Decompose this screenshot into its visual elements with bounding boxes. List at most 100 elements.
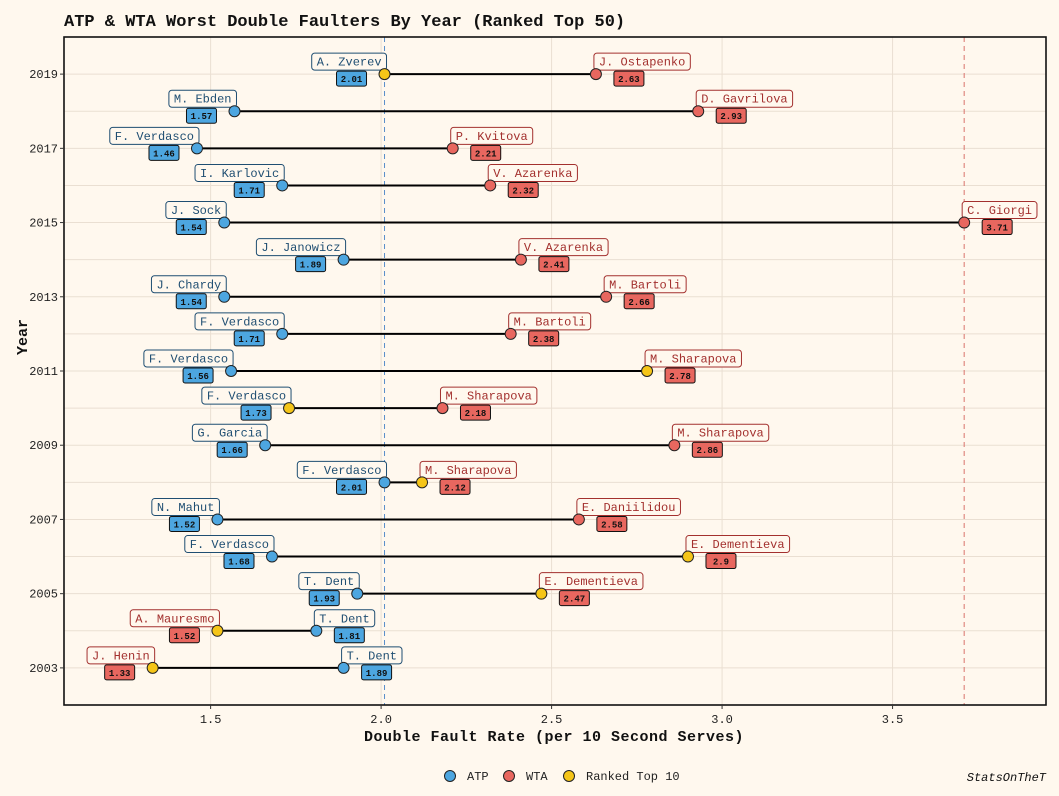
x-axis-label: Double Fault Rate (per 10 Second Serves)	[364, 729, 744, 746]
wta-point	[436, 402, 449, 415]
wta-value-box	[558, 590, 590, 607]
atp-name-box	[184, 535, 275, 554]
wta-value-label: 2.12	[444, 483, 466, 493]
wta-name-box	[487, 163, 578, 182]
atp-value-label: 1.54	[180, 224, 202, 234]
wta-point	[146, 661, 159, 674]
atp-value-label: 1.46	[153, 149, 175, 159]
atp-value-label: 1.73	[245, 409, 267, 419]
atp-name-label: J. Sock	[171, 204, 221, 218]
atp-value-label: 1.71	[238, 186, 260, 196]
wta-name-box	[671, 423, 770, 442]
x-tick-label: 1.5	[200, 713, 222, 727]
wta-name-box	[593, 52, 691, 71]
y-tick-label: 2015	[29, 217, 58, 231]
wta-name-label: E. Dementieva	[691, 538, 785, 552]
atp-value-box	[168, 515, 200, 532]
atp-value-box	[240, 404, 272, 421]
atp-name-label: F. Verdasco	[149, 353, 228, 367]
atp-name-label: T. Dent	[319, 612, 369, 626]
wta-value-label: 1.33	[109, 669, 131, 679]
atp-value-box	[233, 181, 265, 198]
atp-value-label: 1.52	[174, 520, 196, 530]
atp-name-box	[194, 163, 285, 182]
atp-value-box	[223, 553, 255, 570]
atp-value-label: 1.56	[187, 372, 209, 382]
wta-name-label: D. Gavrilova	[701, 93, 787, 107]
atp-value-label: 1.68	[228, 558, 250, 568]
legend-key	[563, 770, 575, 782]
wta-name-label: C. Giorgi	[967, 204, 1032, 218]
atp-value-box	[361, 664, 393, 681]
atp-point	[225, 365, 238, 377]
wta-value-label: 2.9	[713, 558, 729, 568]
atp-name-label: J. Chardy	[156, 278, 221, 292]
wta-value-box	[459, 404, 491, 421]
atp-name-box	[296, 460, 388, 479]
wta-name-box	[518, 238, 609, 257]
atp-name-label: G. Garcia	[197, 427, 262, 441]
atp-value-label: 1.93	[313, 595, 335, 605]
atp-value-label: 1.66	[221, 446, 243, 456]
chart-caption: StatsOnTheT	[967, 771, 1047, 785]
wta-value-box	[104, 664, 136, 681]
atp-value-label: 1.71	[238, 335, 260, 345]
wta-value-label: 2.66	[628, 298, 650, 308]
wta-value-box	[613, 70, 645, 87]
atp-value-box	[182, 367, 214, 384]
wta-value-label: 1.52	[174, 632, 196, 642]
wta-value-label: 2.47	[564, 595, 586, 605]
wta-point	[484, 179, 497, 192]
wta-value-box	[705, 553, 737, 570]
atp-point	[276, 327, 289, 340]
atp-name-box	[191, 423, 268, 442]
atp-name-label: I. Karlovic	[200, 167, 279, 181]
wta-name-box	[644, 349, 742, 368]
wta-value-label: 2.41	[543, 261, 565, 271]
atp-value-box	[216, 441, 248, 458]
atp-name-box	[311, 52, 388, 71]
atp-name-label: F. Verdasco	[302, 464, 381, 478]
wta-value-label: 2.21	[475, 149, 497, 159]
legend-label: WTA	[526, 770, 548, 784]
atp-name-box	[201, 386, 292, 405]
wta-value-box	[691, 441, 723, 458]
atp-value-box	[336, 478, 368, 495]
atp-value-box	[336, 70, 368, 87]
wta-name-box	[439, 386, 538, 405]
atp-value-label: 1.81	[339, 632, 361, 642]
wta-value-label: 2.32	[512, 186, 534, 196]
atp-point	[337, 253, 350, 266]
atp-name-box	[255, 238, 347, 257]
atp-point	[378, 68, 391, 81]
atp-name-label: F. Verdasco	[115, 130, 194, 144]
atp-point	[276, 179, 289, 192]
atp-value-label: 2.01	[341, 75, 363, 85]
atp-name-box	[143, 349, 234, 368]
atp-point	[351, 587, 364, 600]
atp-value-box	[308, 590, 340, 607]
atp-value-label: 1.89	[366, 669, 388, 679]
wta-name-box	[450, 126, 534, 145]
wta-point	[641, 365, 654, 377]
wta-name-label: M. Sharapova	[677, 427, 763, 441]
wta-name-label: M. Sharapova	[445, 390, 531, 404]
atp-point	[218, 290, 231, 303]
atp-point	[378, 476, 391, 489]
legend-label: ATP	[467, 770, 489, 784]
wta-name-box	[576, 497, 681, 516]
wta-value-label: 3.71	[986, 224, 1008, 234]
wta-name-box	[685, 535, 791, 554]
wta-point	[416, 476, 429, 489]
legend-label: Ranked Top 10	[586, 770, 680, 784]
atp-name-box	[150, 275, 227, 294]
atp-point	[190, 142, 203, 155]
wta-point	[589, 68, 602, 81]
atp-point	[211, 513, 224, 526]
wta-value-box	[538, 256, 570, 273]
wta-value-box	[664, 367, 696, 384]
wta-value-label: 2.63	[618, 75, 640, 85]
wta-point	[681, 550, 694, 563]
atp-value-label: 1.57	[191, 112, 213, 122]
